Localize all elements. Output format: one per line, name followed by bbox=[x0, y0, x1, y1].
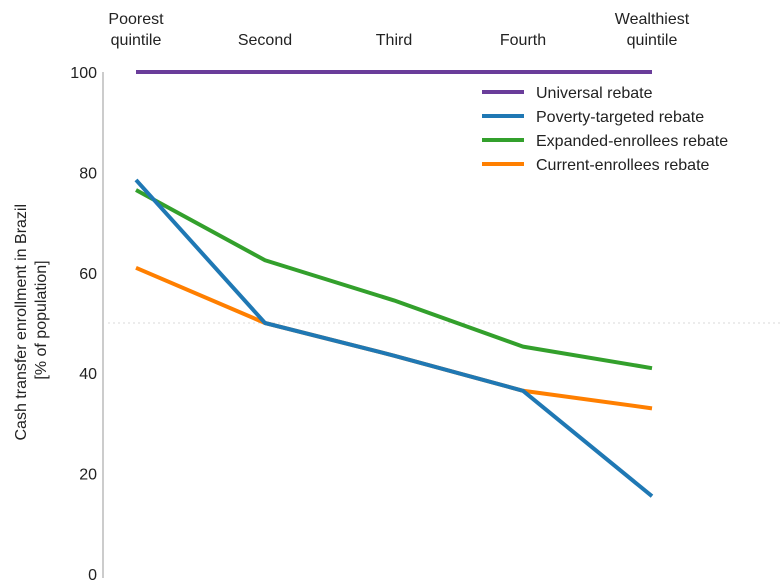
y-tick-label-60: 60 bbox=[79, 266, 97, 283]
y-tick-label-20: 20 bbox=[79, 467, 97, 484]
x-category-label-line: Third bbox=[376, 32, 412, 49]
series-line-expanded-enrollees-rebate bbox=[135, 188, 653, 371]
y-axis-title-line-1: Cash transfer enrollment in Brazil bbox=[13, 204, 30, 441]
x-category-label-line: Second bbox=[238, 32, 292, 49]
legend-label-universal-rebate: Universal rebate bbox=[536, 85, 653, 102]
y-tick-label-0: 0 bbox=[88, 567, 97, 581]
y-tick-label-100: 100 bbox=[70, 65, 97, 82]
x-category-label-poorest-quintile: Poorest quintile bbox=[108, 11, 164, 49]
x-category-label-line: quintile bbox=[111, 32, 162, 49]
x-category-label-second: Second bbox=[238, 32, 292, 49]
series-line-poverty-targeted-rebate bbox=[134, 178, 654, 498]
x-category-label-wealthiest-quintile: Wealthiest quintile bbox=[615, 11, 690, 49]
x-category-label-third: Third bbox=[376, 32, 412, 49]
y-axis-title: Cash transfer enrollment in Brazil [% of… bbox=[13, 200, 50, 441]
legend: Universal rebate Poverty-targeted rebate E… bbox=[482, 85, 728, 174]
x-category-label-line: Fourth bbox=[500, 32, 546, 49]
series-layer bbox=[134, 70, 654, 498]
x-category-label-line: Wealthiest bbox=[615, 11, 690, 28]
x-category-label-line: Poorest bbox=[108, 11, 164, 28]
x-category-label-line: quintile bbox=[627, 32, 678, 49]
series-line-current-enrollees-rebate bbox=[135, 265, 653, 411]
legend-label-expanded-enrollees-rebate: Expanded-enrollees rebate bbox=[536, 133, 728, 150]
legend-label-current-enrollees-rebate: Current-enrollees rebate bbox=[536, 157, 710, 174]
y-tick-label-80: 80 bbox=[79, 165, 97, 182]
x-category-labels: Poorest quintile Second Third Fourth Wealthie… bbox=[108, 11, 689, 49]
x-category-label-fourth: Fourth bbox=[500, 32, 546, 49]
y-tick-labels: 0 20 40 60 80 100 bbox=[70, 65, 97, 581]
legend-label-poverty-targeted-rebate: Poverty-targeted rebate bbox=[536, 109, 704, 126]
y-axis-title-line-2: [% of population] bbox=[33, 260, 50, 379]
y-tick-label-40: 40 bbox=[79, 366, 97, 383]
